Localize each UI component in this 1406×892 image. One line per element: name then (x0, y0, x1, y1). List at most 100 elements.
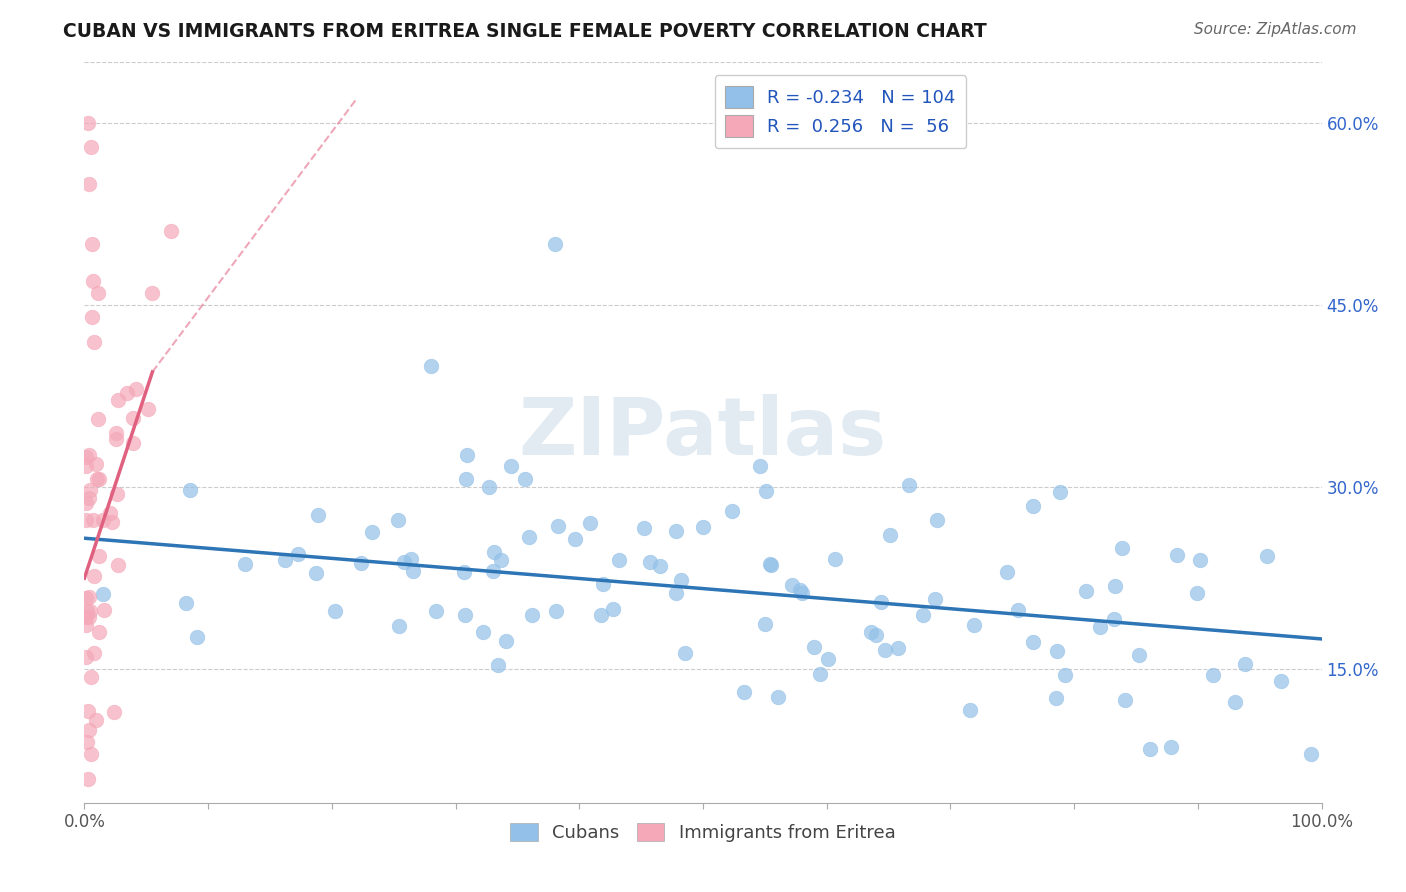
Point (80, 237, 103, 252)
Point (402, 564, 425, 578)
Point (399, 552, 422, 566)
Point (792, 585, 814, 599)
Point (77, 590, 100, 604)
Point (75, 512, 97, 526)
Point (589, 608, 612, 623)
Point (486, 657, 509, 672)
Point (665, 524, 688, 538)
Point (471, 625, 494, 640)
Point (925, 513, 948, 527)
Point (141, 286, 163, 301)
Point (76, 604, 98, 618)
Point (602, 601, 624, 615)
Point (1128, 648, 1150, 662)
Point (76, 735, 98, 749)
Point (83, 568, 105, 582)
Point (1114, 693, 1136, 707)
Point (77, 610, 100, 624)
Point (83, 334, 105, 349)
Point (638, 555, 661, 569)
Point (789, 582, 811, 597)
Point (454, 608, 477, 623)
Point (82, 513, 104, 527)
Point (87, 286, 110, 301)
Point (122, 411, 145, 425)
Text: CUBAN VS IMMIGRANTS FROM ERITREA SINGLE FEMALE POVERTY CORRELATION CHART: CUBAN VS IMMIGRANTS FROM ERITREA SINGLE … (63, 22, 987, 41)
Point (665, 586, 688, 600)
Point (675, 646, 697, 660)
Point (138, 401, 160, 416)
Point (1022, 499, 1045, 513)
Point (75, 496, 97, 510)
Point (179, 483, 201, 498)
Point (1202, 668, 1225, 682)
Point (1256, 549, 1278, 563)
Point (1139, 741, 1161, 756)
Point (80, 310, 103, 325)
Point (75, 450, 97, 464)
Point (633, 521, 655, 535)
Point (1225, 695, 1247, 709)
Point (1188, 553, 1211, 567)
Point (513, 472, 536, 486)
Point (103, 705, 125, 719)
Point (75, 650, 97, 665)
Point (387, 619, 409, 633)
Point (323, 604, 346, 618)
Point (350, 556, 373, 570)
Point (478, 480, 501, 494)
Point (91, 587, 114, 601)
Point (77, 116, 100, 130)
Point (75, 458, 97, 473)
Point (93, 603, 115, 617)
Point (105, 486, 128, 500)
Point (1233, 657, 1256, 671)
Point (959, 702, 981, 716)
Point (1270, 673, 1292, 688)
Point (501, 459, 523, 474)
Point (749, 458, 772, 473)
Point (125, 382, 148, 396)
Point (104, 432, 127, 446)
Text: ZIPatlas: ZIPatlas (519, 393, 887, 472)
Point (1111, 541, 1133, 556)
Point (79, 177, 101, 191)
Point (84, 457, 107, 471)
Point (543, 237, 565, 252)
Point (456, 472, 478, 486)
Point (803, 640, 825, 654)
Point (721, 504, 744, 518)
Point (754, 617, 776, 632)
Point (544, 605, 567, 619)
Point (456, 448, 478, 462)
Point (495, 634, 517, 648)
Point (274, 553, 297, 567)
Point (115, 386, 138, 401)
Point (1187, 585, 1209, 599)
Point (361, 525, 384, 540)
Point (873, 643, 896, 657)
Point (176, 596, 198, 610)
Point (1007, 603, 1029, 617)
Point (77, 448, 100, 462)
Point (82, 274, 104, 288)
Point (76, 704, 98, 718)
Point (186, 630, 208, 644)
Point (87, 412, 110, 426)
Point (669, 573, 692, 587)
Point (1104, 579, 1126, 593)
Point (387, 513, 409, 527)
Point (489, 552, 512, 566)
Point (98, 506, 121, 520)
Point (564, 532, 586, 546)
Point (453, 566, 475, 580)
Legend: Cubans, Immigrants from Eritrea: Cubans, Immigrants from Eritrea (503, 815, 903, 849)
Point (79, 491, 101, 505)
Point (650, 558, 672, 573)
Point (1088, 620, 1111, 634)
Point (1053, 668, 1076, 682)
Point (824, 552, 846, 566)
Point (897, 478, 920, 492)
Point (865, 628, 887, 642)
Point (107, 558, 129, 572)
